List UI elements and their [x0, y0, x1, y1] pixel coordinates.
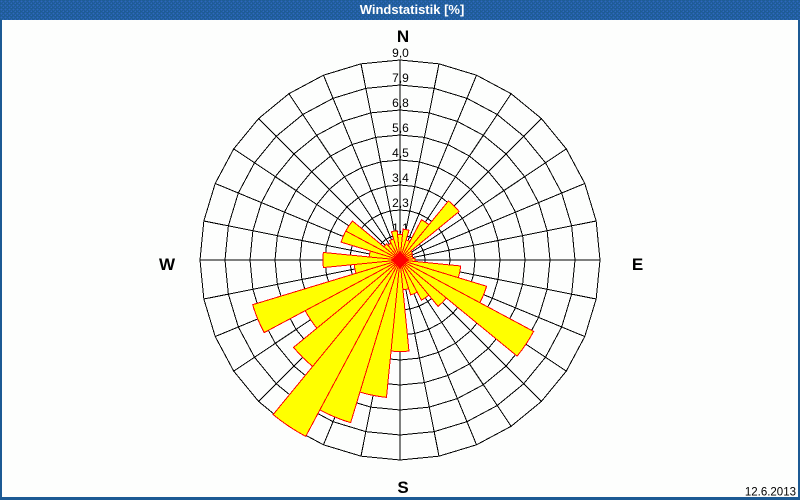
svg-text:E: E [632, 255, 643, 274]
svg-text:W: W [159, 255, 176, 274]
svg-text:S: S [397, 478, 408, 497]
svg-text:9,0: 9,0 [392, 46, 409, 60]
svg-text:N: N [397, 27, 409, 46]
svg-text:12.6.2013: 12.6.2013 [745, 487, 796, 499]
svg-text:2,3: 2,3 [392, 196, 409, 210]
svg-text:3,4: 3,4 [392, 171, 409, 185]
svg-text:5,6: 5,6 [392, 121, 409, 135]
svg-text:6,8: 6,8 [392, 96, 409, 110]
svg-text:7,9: 7,9 [392, 71, 409, 85]
svg-text:4,5: 4,5 [392, 146, 409, 160]
